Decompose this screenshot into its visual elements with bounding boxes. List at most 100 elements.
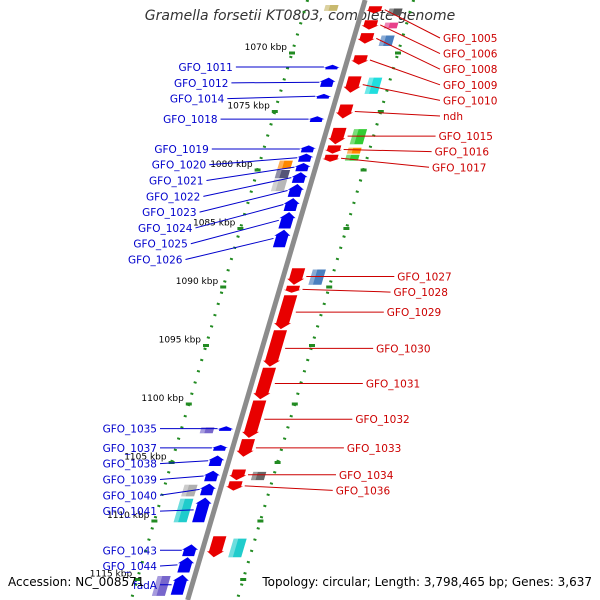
gene-label[interactable]: GFO_1008	[443, 64, 497, 76]
gene-label[interactable]: GFO_1037	[103, 443, 157, 455]
reverse-gene-arrow[interactable]	[203, 470, 220, 482]
feature-block[interactable]	[270, 179, 288, 192]
gene-label[interactable]: GFO_1043	[103, 545, 157, 557]
gene-label[interactable]: GFO_1010	[443, 95, 497, 107]
feature-block[interactable]	[349, 129, 368, 145]
forward-gene-arrow[interactable]	[236, 439, 255, 457]
forward-gene-arrow[interactable]	[361, 20, 379, 30]
forward-gene-arrow[interactable]	[328, 127, 347, 145]
gene-label[interactable]: GFO_1011	[178, 62, 232, 74]
gene-label[interactable]: GFO_1038	[103, 459, 157, 471]
forward-gene-arrow[interactable]	[336, 104, 354, 119]
gene-label[interactable]: GFO_1030	[376, 343, 430, 355]
gene-label[interactable]: GFO_1027	[397, 271, 451, 283]
reverse-gene-arrow[interactable]	[192, 497, 212, 523]
gene-label[interactable]: GFO_1040	[103, 490, 157, 502]
feature-block[interactable]	[364, 77, 383, 94]
forward-gene-arrow[interactable]	[229, 469, 247, 481]
feature-block[interactable]	[250, 471, 267, 481]
gene-label[interactable]: GFO_1041	[103, 506, 157, 518]
gene-leader-line	[369, 59, 441, 86]
forward-gene-arrow[interactable]	[283, 285, 301, 293]
gene-leader-line	[199, 189, 288, 213]
forward-scale-rail	[235, 0, 416, 600]
gene-leader-line	[384, 9, 441, 39]
forward-gene-arrow[interactable]	[242, 400, 267, 438]
gene-label[interactable]: ndh	[443, 111, 463, 123]
forward-gene-arrow[interactable]	[226, 481, 244, 491]
gene-label[interactable]: GFO_1031	[366, 379, 420, 391]
gene-label[interactable]: GFO_1009	[443, 80, 497, 92]
forward-gene-arrow[interactable]	[253, 367, 276, 400]
gene-label[interactable]: GFO_1015	[439, 131, 493, 143]
reverse-gene-arrow[interactable]	[170, 574, 189, 595]
gene-label[interactable]: GFO_1029	[387, 307, 441, 319]
gene-leader-line	[203, 177, 292, 197]
scale-label: 1095 kbp	[159, 336, 202, 346]
gene-label[interactable]: GFO_1019	[154, 144, 208, 156]
forward-gene-arrow[interactable]	[287, 268, 306, 285]
forward-gene-arrow[interactable]	[357, 33, 375, 44]
feature-block[interactable]	[151, 576, 171, 596]
gene-label[interactable]: GFO_1032	[355, 414, 409, 426]
forward-gene-arrow[interactable]	[351, 55, 369, 65]
feature-block[interactable]	[274, 170, 291, 179]
reverse-gene-arrow[interactable]	[294, 163, 311, 172]
reverse-gene-arrow[interactable]	[291, 172, 308, 183]
gene-label[interactable]: GFO_1044	[103, 561, 158, 573]
reverse-gene-arrow[interactable]	[272, 229, 291, 248]
gene-label[interactable]: GFO_1018	[163, 114, 217, 126]
reverse-gene-arrow[interactable]	[297, 153, 314, 162]
reverse-gene-arrow[interactable]	[283, 198, 300, 211]
forward-gene-arrow[interactable]	[325, 145, 342, 154]
reverse-gene-arrow[interactable]	[177, 557, 194, 573]
reverse-gene-arrow[interactable]	[315, 93, 332, 99]
feature-highlight	[378, 35, 387, 46]
feature-block[interactable]	[277, 160, 293, 169]
gene-label[interactable]: GFO_1012	[174, 78, 228, 90]
gene-label[interactable]: GFO_1016	[435, 147, 490, 159]
reverse-gene-arrow[interactable]	[217, 426, 234, 431]
gene-label[interactable]: GFO_1036	[336, 485, 391, 497]
gene-label[interactable]: GFO_1020	[152, 160, 206, 172]
forward-gene-arrow[interactable]	[274, 295, 298, 330]
forward-gene-arrow[interactable]	[207, 536, 227, 558]
forward-gene-arrow[interactable]	[322, 154, 340, 162]
feature-block[interactable]	[378, 35, 395, 47]
gene-label[interactable]: GFO_1026	[128, 255, 183, 267]
forward-gene-arrow[interactable]	[343, 76, 362, 93]
reverse-gene-arrow[interactable]	[287, 184, 304, 197]
feature-block[interactable]	[387, 8, 403, 16]
gene-label[interactable]: GFO_1021	[149, 176, 203, 188]
gene-label[interactable]: GFO_1017	[432, 162, 486, 174]
gene-label[interactable]: GFO_1034	[339, 470, 394, 482]
gene-label[interactable]: GFO_1014	[170, 94, 225, 106]
forward-gene-arrow[interactable]	[263, 330, 287, 367]
reverse-gene-arrow[interactable]	[182, 544, 198, 557]
gene-label[interactable]: GFO_1035	[103, 424, 157, 436]
reverse-gene-arrow[interactable]	[278, 212, 296, 229]
gene-label[interactable]: GFO_1028	[394, 287, 448, 299]
reverse-gene-arrow[interactable]	[211, 444, 228, 451]
gene-label[interactable]: GFO_1025	[133, 239, 187, 251]
forward-gene-arrow[interactable]	[366, 6, 384, 14]
reverse-gene-arrow[interactable]	[208, 455, 225, 467]
reverse-gene-arrow[interactable]	[319, 77, 336, 87]
gene-label[interactable]: GFO_1024	[138, 223, 193, 235]
feature-block[interactable]	[383, 22, 399, 29]
gene-label[interactable]: GFO_1039	[103, 474, 157, 486]
reverse-gene-arrow[interactable]	[308, 116, 325, 122]
gene-label[interactable]: GFO_1006	[443, 49, 498, 61]
gene-label[interactable]: GFO_1022	[146, 191, 200, 203]
feature-block[interactable]	[228, 538, 247, 558]
gene-label[interactable]: GFO_1033	[347, 443, 401, 455]
scale-label: 1100 kbp	[141, 394, 184, 404]
feature-block[interactable]	[323, 5, 339, 11]
reverse-gene-arrow[interactable]	[323, 64, 340, 70]
reverse-gene-arrow[interactable]	[299, 145, 316, 153]
gene-label[interactable]: fadA	[133, 580, 158, 592]
gene-label[interactable]: GFO_1005	[443, 33, 497, 45]
reverse-gene-arrow[interactable]	[199, 483, 216, 496]
gene-label[interactable]: GFO_1023	[142, 207, 196, 219]
feature-block[interactable]	[308, 269, 326, 285]
